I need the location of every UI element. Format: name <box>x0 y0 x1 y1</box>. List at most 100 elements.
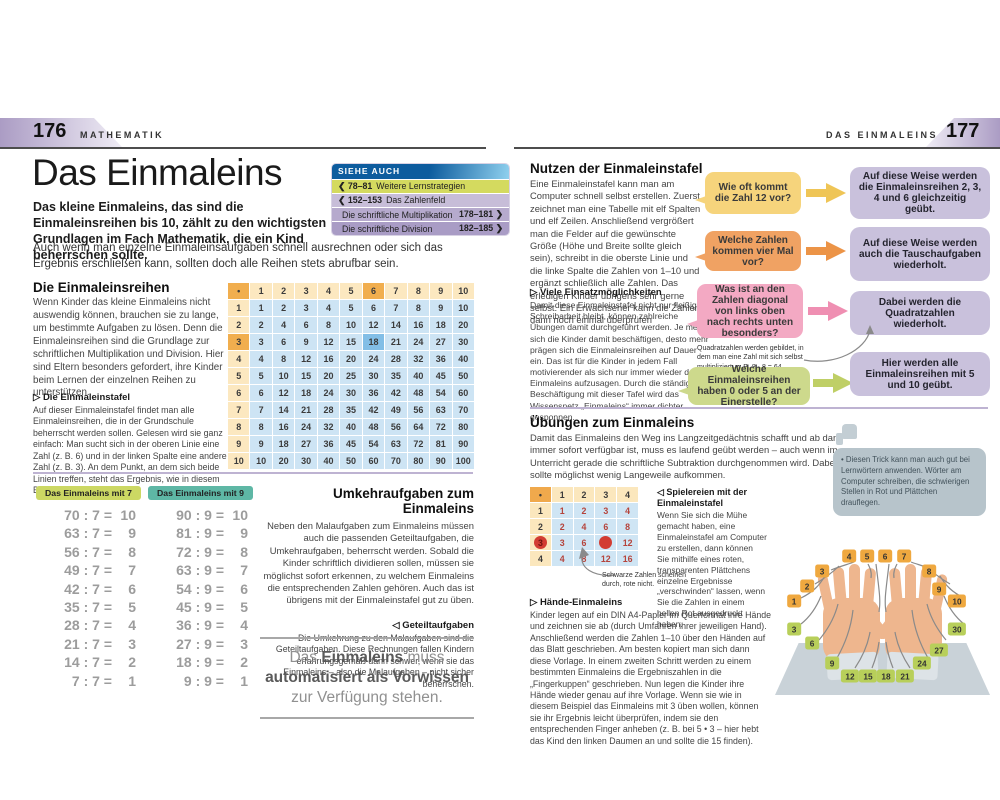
table-cell: 4 <box>250 351 272 367</box>
table-row-label: 3 <box>228 334 250 350</box>
table-cell: 24 <box>317 385 340 401</box>
equation-row: 27 : 9 = 3 <box>176 635 248 652</box>
table-cell: 30 <box>295 453 317 469</box>
see-also-rows: ❮ 78–81 Weitere Lernstrategien ❮ 152–153 Da… <box>332 180 509 235</box>
mini-table-header-cell: 3 <box>595 487 617 502</box>
table-cell: 49 <box>385 402 407 418</box>
table-cell: 18 <box>295 385 317 401</box>
table-cell: 63 <box>385 436 407 452</box>
table-cell: 36 <box>317 436 340 452</box>
table-cell: 48 <box>362 419 385 435</box>
table-cell: 6 <box>250 385 272 401</box>
factor-badge: 9 <box>932 582 946 596</box>
mini-table-header-cell: 1 <box>551 487 573 502</box>
equation-row: 42 : 7 = 6 <box>64 580 136 597</box>
table-cell: 21 <box>295 402 317 418</box>
table-cell: 14 <box>272 402 295 418</box>
table-header-cell: • <box>228 283 250 299</box>
table-cell: 30 <box>362 368 385 384</box>
table-header-cell: 6 <box>362 283 385 299</box>
table-cell: 2 <box>272 300 295 316</box>
table-cell: 12 <box>317 334 340 350</box>
red-circle: 3 <box>533 536 547 549</box>
tip-box: • Diesen Trick kann man auch gut bei Ler… <box>833 448 986 516</box>
practice-heading: Übungen zum Einmaleins <box>530 415 695 430</box>
equation-row: 56 : 7 = 8 <box>64 543 136 560</box>
table-cell: 1 <box>250 300 272 316</box>
intro-paragraph: Das kleine Einmaleins, das sind die Einm… <box>33 200 327 262</box>
table-cell: 4 <box>272 317 295 333</box>
table-cell: 28 <box>385 351 407 367</box>
table-cell: 8 <box>250 419 272 435</box>
mini-table-cell: 3 <box>595 503 617 518</box>
table-cell: 2 <box>250 317 272 333</box>
table-cell: 56 <box>407 402 430 418</box>
equation-row: 63 : 7 = 9 <box>64 525 136 542</box>
equation-row: 63 : 9 = 7 <box>176 562 248 579</box>
series-9-label: Das Einmaleins mit 9 <box>148 486 253 500</box>
thumbs-up-icon <box>836 424 858 446</box>
see-also-row: Die schriftliche Multiplikation 178–181 ❯ <box>332 208 509 221</box>
mini-table-caption: Schwarze Zahlen scheinen durch, rote nic… <box>602 572 687 589</box>
see-also-row: Die schriftliche Division 182–185 ❯ <box>332 222 509 235</box>
table-cell: 10 <box>250 453 272 469</box>
equation-row: 70 : 7 = 10 <box>64 507 136 523</box>
table-cell: 20 <box>272 453 295 469</box>
mini-table-cell: 1 <box>551 503 573 518</box>
question-bubble-2: Welche Zahlen kommen vier Mal vor? <box>695 231 801 271</box>
table-cell: 6 <box>272 334 295 350</box>
table-cell: 12 <box>295 351 317 367</box>
table-cell: 35 <box>385 368 407 384</box>
table-cell: 42 <box>362 402 385 418</box>
factor-badge: 7 <box>897 549 911 563</box>
table-cell: 40 <box>452 351 474 367</box>
table-header-cell: 2 <box>272 283 295 299</box>
table-cell: 30 <box>452 334 474 350</box>
equation-row: 18 : 9 = 2 <box>176 654 248 671</box>
table-header-cell: 3 <box>295 283 317 299</box>
left-running-head: MATHEMATIK <box>80 130 165 140</box>
equation-row: 90 : 9 = 10 <box>176 507 248 523</box>
left-page-number: 176 <box>33 120 67 142</box>
equation-row: 28 : 7 = 4 <box>64 617 136 634</box>
table-cell: 18 <box>430 317 452 333</box>
result-badge: 15 <box>858 669 878 683</box>
table-cell: 7 <box>385 300 407 316</box>
equation-row: 54 : 9 = 6 <box>176 580 248 597</box>
table-cell: 16 <box>272 419 295 435</box>
table-header-cell: 5 <box>340 283 362 299</box>
mini-table-cell: 4 <box>551 551 573 566</box>
equation-row: 21 : 7 = 3 <box>64 635 136 652</box>
uses-caption-body: Damit diese Einmaleinstafel nicht nur fl… <box>530 300 709 422</box>
mini-table-cell: 8 <box>617 519 638 534</box>
use-body: Eine Einmaleinstafel kann man am Compute… <box>530 178 701 326</box>
table-cell: 14 <box>385 317 407 333</box>
mini-table-header-cell: 2 <box>573 487 595 502</box>
table-cell: 35 <box>340 402 362 418</box>
table-cell: 70 <box>385 453 407 469</box>
equation-row: 49 : 7 = 7 <box>64 562 136 579</box>
right-head-rule <box>514 147 1000 149</box>
hands-caption: ▷ Hände-Einmaleins Kinder legen auf ein … <box>530 597 772 747</box>
series-body: Wenn Kinder das kleine Einmaleins nicht … <box>33 297 224 399</box>
table-cell: 4 <box>317 300 340 316</box>
lead-paragraph: Auch wenn man einzelne Einmaleinsaufgabe… <box>33 242 443 271</box>
table-cell: 24 <box>362 351 385 367</box>
series-heading: Die Einmaleinsreihen <box>33 280 170 295</box>
table-cell: 80 <box>407 453 430 469</box>
table-cell: 28 <box>317 402 340 418</box>
mini-table-row-label: 1 <box>530 503 551 518</box>
table-cell: 5 <box>250 368 272 384</box>
arrow-icon-4 <box>813 373 853 393</box>
table-row-label: 4 <box>228 351 250 367</box>
reverse-tasks-section: Umkehraufgaben zum Einmaleins Neben den … <box>260 486 474 690</box>
hands-drawing-icon <box>800 561 965 681</box>
play-caption: ◁ Spielereien mit der Einmaleinstafel We… <box>657 487 767 630</box>
result-badge: 27 <box>929 643 949 657</box>
practice-body: Damit das Einmaleins den Weg ins Langzei… <box>530 432 844 481</box>
key-quote: Das Einmaleins muss automatisiert als Vo… <box>260 637 474 720</box>
mini-table-cell: 2 <box>551 519 573 534</box>
table-cell: 50 <box>340 453 362 469</box>
mini-table-row-label: 4 <box>530 551 551 566</box>
